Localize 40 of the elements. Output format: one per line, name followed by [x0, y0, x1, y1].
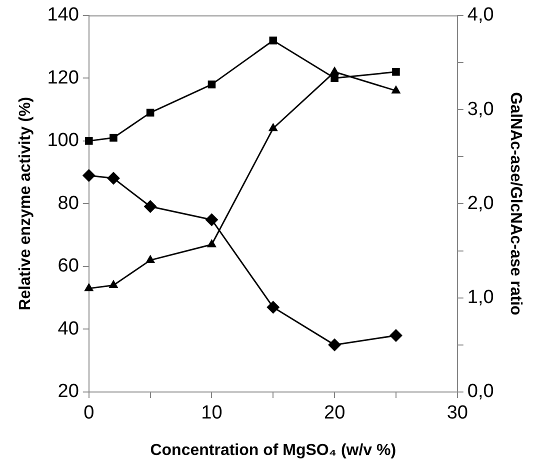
- point: [144, 200, 157, 214]
- point: [110, 134, 118, 142]
- y2-tick-label: 0,0: [467, 381, 494, 402]
- y-tick-label: 40: [58, 318, 79, 340]
- point: [106, 172, 120, 185]
- point: [85, 137, 93, 145]
- point: [391, 85, 401, 94]
- y-tick-label: 80: [58, 192, 79, 214]
- point: [205, 213, 218, 226]
- point: [392, 68, 400, 76]
- y2-tick-label: 3,0: [467, 98, 494, 120]
- y-tick-label: 20: [58, 381, 79, 402]
- x-tick-label: 30: [446, 402, 468, 424]
- point: [269, 36, 278, 44]
- y-tick-label: 100: [47, 130, 79, 152]
- point: [84, 282, 94, 292]
- x-tick-label: 0: [84, 402, 94, 424]
- point: [389, 329, 402, 342]
- y-axis-title: Relative enzyme activity (%): [17, 96, 34, 310]
- y-tick-label: 140: [47, 4, 79, 26]
- x-axis-title: Concentration of MgSO₄ (w/v %): [150, 442, 396, 459]
- point: [330, 66, 340, 75]
- y2-tick-label: 2,0: [467, 192, 494, 214]
- point: [108, 280, 118, 288]
- point: [82, 168, 96, 182]
- point: [328, 338, 342, 352]
- point: [330, 74, 338, 82]
- y-tick-label: 120: [47, 67, 79, 88]
- y2-tick-label: 4,0: [467, 4, 494, 26]
- x-tick-label: 20: [324, 402, 346, 424]
- point: [206, 239, 216, 248]
- y2-tick-label: 1,0: [467, 287, 494, 308]
- point: [268, 122, 278, 132]
- point: [146, 108, 154, 117]
- y-tick-label: 60: [58, 256, 79, 277]
- point: [266, 300, 280, 314]
- y2-axis-title: GalNAc-ase/GlcNAc-ase ratio: [506, 92, 524, 316]
- point: [208, 80, 216, 88]
- x-tick-label: 10: [201, 402, 222, 424]
- point: [146, 254, 156, 263]
